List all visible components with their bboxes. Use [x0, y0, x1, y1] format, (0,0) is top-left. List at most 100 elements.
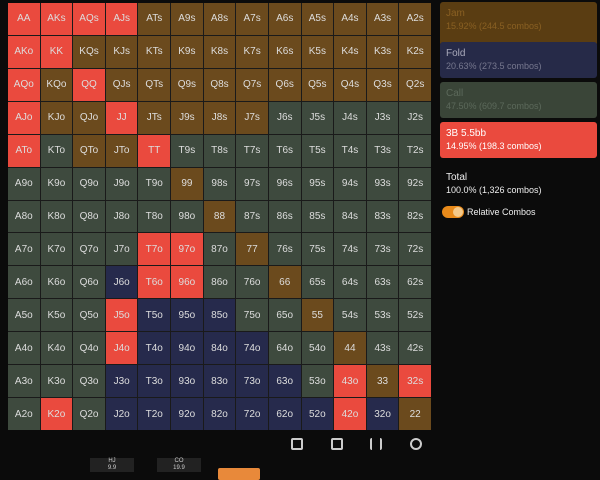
hand-cell[interactable]: T6s: [268, 134, 301, 167]
hand-cell[interactable]: A2o: [8, 398, 40, 430]
hand-cell[interactable]: T4s: [334, 134, 366, 167]
hand-cell[interactable]: K4o: [40, 332, 73, 365]
hand-cell[interactable]: K8s: [203, 35, 236, 68]
hand-cell[interactable]: T9s: [171, 134, 203, 167]
hand-cell[interactable]: 82s: [399, 200, 431, 233]
hand-cell[interactable]: 65s: [301, 266, 334, 299]
hand-cell[interactable]: K3s: [366, 35, 399, 68]
hand-cell[interactable]: 84o: [203, 332, 236, 365]
share-icon[interactable]: [410, 438, 422, 450]
hand-cell[interactable]: J7s: [236, 101, 268, 134]
hand-cell[interactable]: J4o: [105, 332, 138, 365]
hand-cell[interactable]: 43s: [366, 332, 399, 365]
hand-cell[interactable]: QJs: [105, 68, 138, 101]
hand-cell[interactable]: 97o: [171, 233, 203, 266]
hand-cell[interactable]: KQo: [40, 68, 73, 101]
hand-cell[interactable]: T8s: [203, 134, 236, 167]
hand-cell[interactable]: 43o: [334, 365, 366, 398]
hand-cell[interactable]: K7s: [236, 35, 268, 68]
hand-cell[interactable]: J8s: [203, 101, 236, 134]
hand-cell[interactable]: QQ: [73, 68, 105, 101]
hand-cell[interactable]: QTs: [138, 68, 171, 101]
hand-cell[interactable]: Q3s: [366, 68, 399, 101]
hand-cell[interactable]: 82o: [203, 398, 236, 430]
hand-cell[interactable]: AQs: [73, 3, 105, 35]
hand-cell[interactable]: Q5s: [301, 68, 334, 101]
hand-cell[interactable]: K6s: [268, 35, 301, 68]
hand-cell[interactable]: T6o: [138, 266, 171, 299]
hand-cell[interactable]: ATs: [138, 3, 171, 35]
hand-cell[interactable]: 95o: [171, 299, 203, 332]
hand-cell[interactable]: 76o: [236, 266, 268, 299]
hand-cell[interactable]: Q9s: [171, 68, 203, 101]
hand-cell[interactable]: 44: [334, 332, 366, 365]
hand-cell[interactable]: 88: [203, 200, 236, 233]
hand-cell[interactable]: Q7s: [236, 68, 268, 101]
hand-cell[interactable]: AJo: [8, 101, 40, 134]
hand-cell[interactable]: 64s: [334, 266, 366, 299]
hand-cell[interactable]: 95s: [301, 167, 334, 200]
hand-cell[interactable]: K8o: [40, 200, 73, 233]
hand-cell[interactable]: T7s: [236, 134, 268, 167]
hand-cell[interactable]: 96s: [268, 167, 301, 200]
hand-cell[interactable]: Q2o: [73, 398, 105, 430]
hand-cell[interactable]: 85s: [301, 200, 334, 233]
hand-cell[interactable]: 62o: [268, 398, 301, 430]
hand-cell[interactable]: 83o: [203, 365, 236, 398]
hand-cell[interactable]: 93s: [366, 167, 399, 200]
hand-cell[interactable]: JJ: [105, 101, 138, 134]
hand-cell[interactable]: AKo: [8, 35, 40, 68]
hand-cell[interactable]: K7o: [40, 233, 73, 266]
list-icon[interactable]: [291, 438, 303, 450]
hand-cell[interactable]: T4o: [138, 332, 171, 365]
hand-cell[interactable]: Q4o: [73, 332, 105, 365]
hand-cell[interactable]: 83s: [366, 200, 399, 233]
hand-cell[interactable]: 52o: [301, 398, 334, 430]
hand-cell[interactable]: A4o: [8, 332, 40, 365]
hand-cell[interactable]: 85o: [203, 299, 236, 332]
hand-cell[interactable]: 63o: [268, 365, 301, 398]
hand-cell[interactable]: AQo: [8, 68, 40, 101]
hand-cell[interactable]: A7o: [8, 233, 40, 266]
hand-cell[interactable]: 72s: [399, 233, 431, 266]
hand-cell[interactable]: 72o: [236, 398, 268, 430]
hand-cell[interactable]: K3o: [40, 365, 73, 398]
hand-cell[interactable]: Q4s: [334, 68, 366, 101]
hand-cell[interactable]: TT: [138, 134, 171, 167]
hand-cell[interactable]: 92o: [171, 398, 203, 430]
hand-cell[interactable]: 55: [301, 299, 334, 332]
hand-cell[interactable]: 98o: [171, 200, 203, 233]
hand-cell[interactable]: 33: [366, 365, 399, 398]
hand-cell[interactable]: T3o: [138, 365, 171, 398]
hand-cell[interactable]: K6o: [40, 266, 73, 299]
hand-cell[interactable]: J9s: [171, 101, 203, 134]
hand-cell[interactable]: 97s: [236, 167, 268, 200]
hand-cell[interactable]: QJo: [73, 101, 105, 134]
hand-cell[interactable]: K2o: [40, 398, 73, 430]
hand-cell[interactable]: J6o: [105, 266, 138, 299]
hand-cell[interactable]: J4s: [334, 101, 366, 134]
hand-cell[interactable]: A7s: [236, 3, 268, 35]
hand-cell[interactable]: 73o: [236, 365, 268, 398]
hand-cell[interactable]: 73s: [366, 233, 399, 266]
hand-cell[interactable]: A4s: [334, 3, 366, 35]
hand-cell[interactable]: T7o: [138, 233, 171, 266]
hand-cell[interactable]: A3o: [8, 365, 40, 398]
sort-icon[interactable]: [370, 438, 382, 450]
hand-cell[interactable]: 87s: [236, 200, 268, 233]
action-call[interactable]: Call 47.50% (609.7 combos): [440, 82, 597, 118]
hand-cell[interactable]: 94o: [171, 332, 203, 365]
hand-cell[interactable]: 53s: [366, 299, 399, 332]
hand-cell[interactable]: 93o: [171, 365, 203, 398]
hand-cell[interactable]: A8o: [8, 200, 40, 233]
hand-cell[interactable]: 52s: [399, 299, 431, 332]
hand-cell[interactable]: K9s: [171, 35, 203, 68]
hand-cell[interactable]: 42o: [334, 398, 366, 430]
hand-cell[interactable]: Q2s: [399, 68, 431, 101]
hand-cell[interactable]: AJs: [105, 3, 138, 35]
hand-cell[interactable]: 32o: [366, 398, 399, 430]
hand-cell[interactable]: A9o: [8, 167, 40, 200]
hand-cell[interactable]: JTo: [105, 134, 138, 167]
hand-cell[interactable]: T5o: [138, 299, 171, 332]
hand-cell[interactable]: 74s: [334, 233, 366, 266]
